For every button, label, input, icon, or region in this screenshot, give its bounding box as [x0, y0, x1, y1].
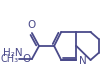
Text: O: O: [23, 54, 31, 64]
Text: O: O: [28, 20, 36, 30]
Text: H₂N: H₂N: [3, 48, 23, 58]
Text: CH₃: CH₃: [1, 54, 19, 64]
Text: N: N: [79, 56, 87, 66]
